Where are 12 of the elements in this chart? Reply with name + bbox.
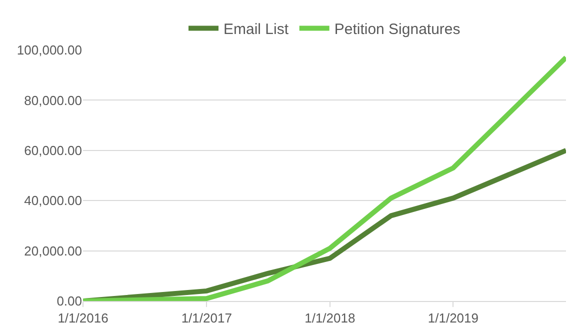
y-tick-label: 20,000.00: [24, 243, 82, 258]
y-tick-label: 80,000.00: [24, 92, 82, 108]
legend-label: Petition Signatures: [334, 21, 460, 38]
y-tick-label: 60,000.00: [24, 142, 82, 158]
x-tick-label: 1/1/2016: [58, 310, 108, 326]
y-tick-label: 40,000.00: [24, 193, 82, 208]
x-tick-label: 1/1/2018: [304, 310, 356, 326]
y-tick-label: 0.00: [56, 294, 82, 309]
x-tick-label: 1/1/2019: [428, 310, 478, 326]
legend-label: Email List: [224, 21, 290, 38]
y-tick-label: 100,000.00: [16, 42, 82, 58]
x-tick-label: 1/1/2017: [181, 310, 232, 326]
